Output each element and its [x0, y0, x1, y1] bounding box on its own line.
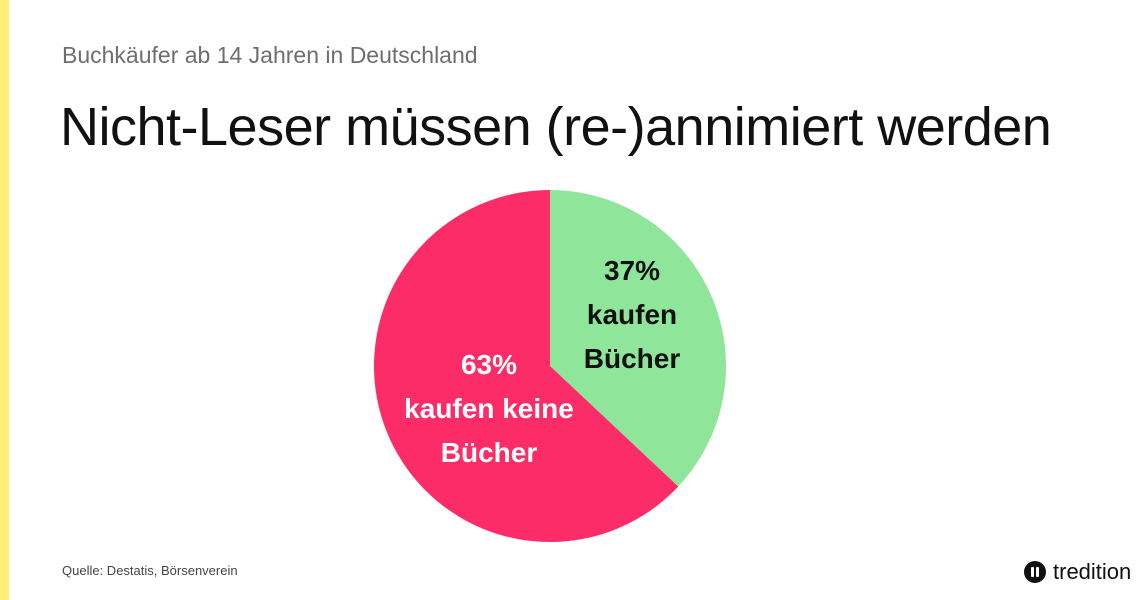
slice-text-line: Bücher: [441, 437, 538, 468]
brand-name: tredition: [1053, 559, 1132, 584]
chart-subtitle: Buchkäufer ab 14 Jahren in Deutschland: [62, 42, 478, 68]
accent-bar: [0, 0, 9, 600]
slice-label-1: 37% kaufen Bücher: [584, 255, 681, 374]
slice-value-label: 63%: [461, 349, 517, 380]
slice-text-line: Bücher: [584, 343, 681, 374]
tredition-logo-icon: [1024, 561, 1046, 583]
slice-text-line: kaufen: [587, 299, 677, 330]
slice-value-label: 37%: [604, 255, 660, 286]
brand-logo: tredition: [1024, 559, 1131, 585]
slice-label-2: 63% kaufen keine Bücher: [404, 349, 574, 468]
slice-text-line: kaufen keine: [404, 393, 574, 424]
source-note: Quelle: Destatis, Börsenverein: [62, 563, 238, 578]
chart-title: Nicht-Leser müssen (re-)annimiert werden: [60, 97, 1052, 157]
pie-slice-1: [550, 190, 726, 487]
pie-slice-2: [373, 190, 679, 542]
